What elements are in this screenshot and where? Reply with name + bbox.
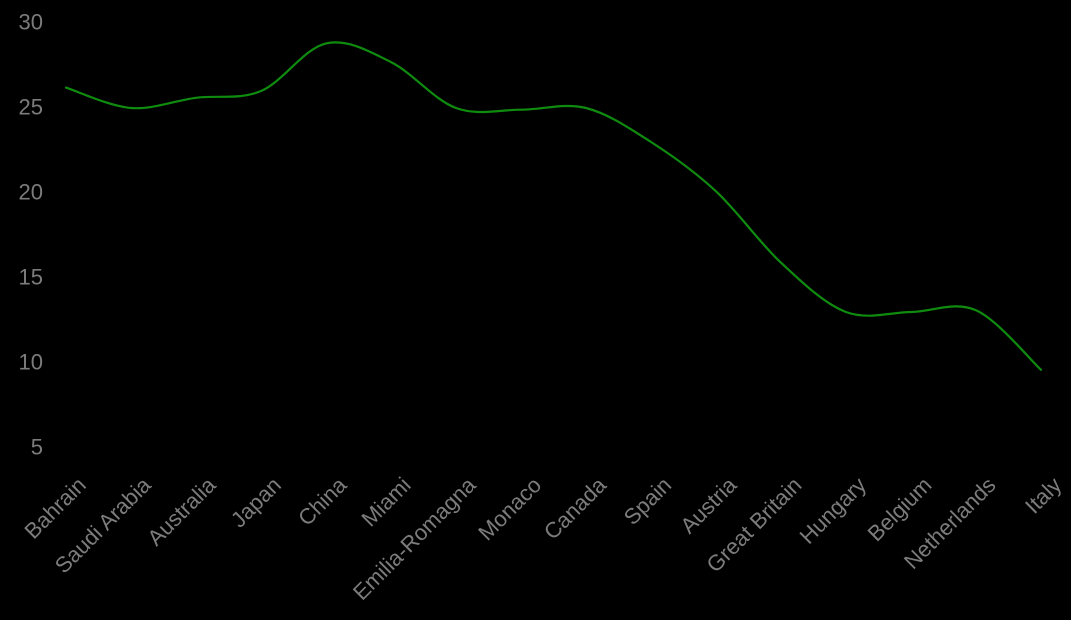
y-tick-label: 30 (18, 9, 43, 35)
y-tick-label: 20 (18, 179, 43, 205)
y-tick-label: 5 (30, 434, 43, 460)
y-tick-label: 25 (18, 94, 43, 120)
series-line (64, 41, 1043, 371)
y-tick-label: 15 (18, 264, 43, 290)
y-tick-label: 10 (18, 349, 43, 375)
